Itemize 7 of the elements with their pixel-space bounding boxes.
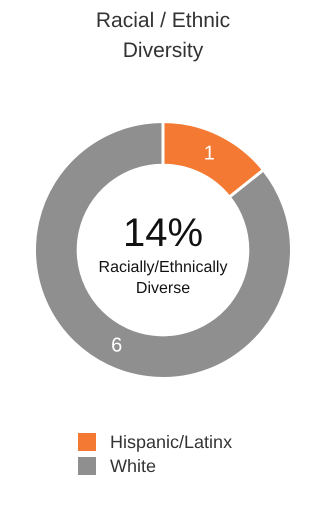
- text: 14%: [122, 211, 204, 255]
- chart-title: Racial / Ethnic Diversity: [94, 8, 232, 64]
- legend-label: Hispanic/Latinx: [110, 432, 232, 452]
- data-label: 6: [111, 334, 122, 357]
- legend-label: White: [110, 456, 156, 476]
- data-label: 1: [204, 142, 215, 164]
- text: Racially/Ethnically Diverse: [98, 259, 228, 297]
